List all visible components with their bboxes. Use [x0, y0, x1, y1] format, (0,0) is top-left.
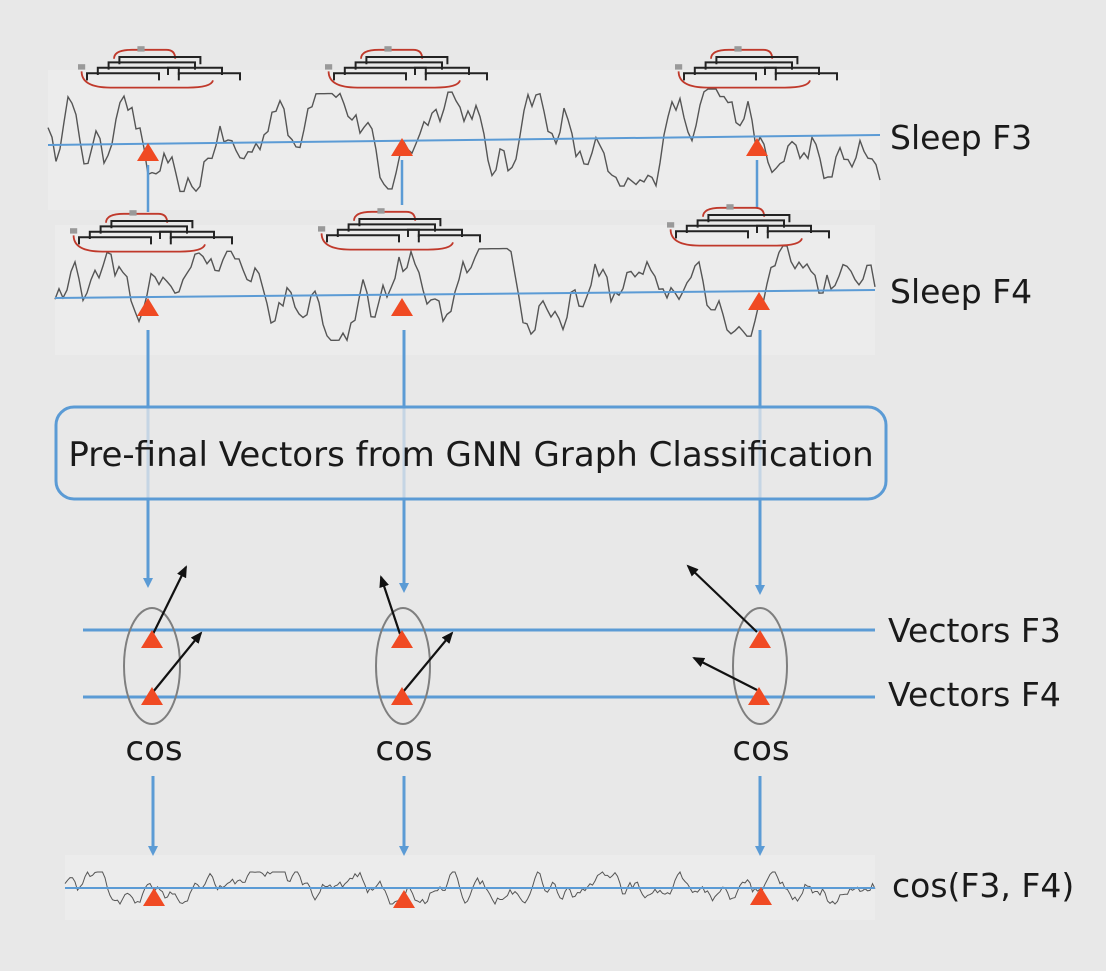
sleep-f4-panel [55, 225, 875, 355]
sleep-f4-signal [54, 245, 876, 343]
graph-glyph [78, 46, 241, 89]
vector-ellipses [123, 607, 788, 725]
cos-label-2: cos [375, 729, 432, 769]
vectors-f3-label: Vectors F3 [888, 611, 1061, 650]
embedding-vectors [152, 564, 758, 693]
graph-glyphs [70, 46, 838, 253]
red-marker [141, 687, 163, 705]
cos-arrows-down [148, 776, 765, 856]
red-marker [137, 143, 159, 161]
graph-glyph [70, 210, 233, 253]
red-marker [749, 630, 771, 648]
process-box: Pre-final Vectors from GNN Graph Classif… [54, 405, 888, 501]
sleep-f3-baseline [47, 134, 881, 146]
graph-glyph [325, 46, 488, 89]
sleep-f3-signal [47, 88, 881, 193]
red-marker [137, 298, 159, 316]
red-marker [750, 887, 772, 905]
red-markers [137, 138, 772, 908]
sleep-f3-label: Sleep F3 [890, 118, 1032, 157]
cos-f3-f4-label: cos(F3, F4) [892, 866, 1074, 905]
sleep-f3-trace [47, 88, 881, 193]
sleep-f4-label: Sleep F4 [890, 272, 1032, 311]
red-marker [391, 630, 413, 648]
sleep-f4-baseline [54, 289, 876, 299]
cos-label-3: cos [732, 729, 789, 769]
graph-glyph [675, 46, 838, 89]
red-marker [748, 292, 770, 310]
red-marker [748, 687, 770, 705]
red-marker [746, 138, 768, 156]
red-marker [391, 138, 413, 156]
graph-glyph [667, 204, 830, 247]
process-box-label: Pre-final Vectors from GNN Graph Classif… [68, 435, 873, 475]
red-marker [393, 890, 415, 908]
vectors-f4-label: Vectors F4 [888, 675, 1061, 714]
red-marker [143, 888, 165, 906]
red-marker [391, 687, 413, 705]
f3-f4-connectors [146, 160, 759, 212]
sleep-f4-trace [54, 245, 876, 343]
red-marker [391, 298, 413, 316]
cos-label-1: cos [125, 729, 182, 769]
red-marker [141, 630, 163, 648]
graph-glyph [318, 208, 481, 251]
